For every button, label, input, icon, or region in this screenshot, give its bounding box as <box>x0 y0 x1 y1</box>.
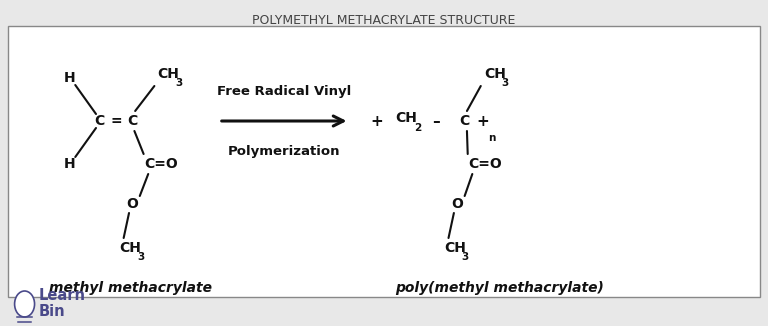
FancyBboxPatch shape <box>8 26 760 297</box>
Text: Bin: Bin <box>38 304 65 319</box>
Text: +: + <box>370 113 382 128</box>
Text: poly(methyl methacrylate): poly(methyl methacrylate) <box>395 281 604 295</box>
Text: O: O <box>451 197 463 211</box>
Text: methyl methacrylate: methyl methacrylate <box>49 281 212 295</box>
Text: H: H <box>63 157 75 171</box>
Text: C: C <box>459 114 470 128</box>
Circle shape <box>15 291 35 317</box>
Text: –: – <box>432 113 440 128</box>
Text: +: + <box>476 113 488 128</box>
Text: CH: CH <box>119 241 141 255</box>
Text: C: C <box>94 114 105 128</box>
Text: CH: CH <box>396 111 417 125</box>
Text: C=O: C=O <box>144 157 178 171</box>
Text: Polymerization: Polymerization <box>228 144 340 157</box>
Text: 3: 3 <box>462 252 469 262</box>
Text: C=O: C=O <box>468 157 502 171</box>
Text: 3: 3 <box>502 78 509 88</box>
Text: 3: 3 <box>175 78 183 88</box>
Text: C: C <box>127 114 137 128</box>
Text: n: n <box>488 133 495 143</box>
Text: 3: 3 <box>137 252 144 262</box>
Text: CH: CH <box>157 67 179 81</box>
Text: 2: 2 <box>414 123 422 133</box>
Text: Free Radical Vinyl: Free Radical Vinyl <box>217 84 351 97</box>
Text: H: H <box>63 71 75 85</box>
Text: CH: CH <box>444 241 465 255</box>
Text: POLYMETHYL METHACRYLATE STRUCTURE: POLYMETHYL METHACRYLATE STRUCTURE <box>253 14 515 27</box>
Text: O: O <box>126 197 138 211</box>
Text: Learn: Learn <box>38 289 85 304</box>
Text: =: = <box>110 114 122 128</box>
Text: CH: CH <box>484 67 505 81</box>
